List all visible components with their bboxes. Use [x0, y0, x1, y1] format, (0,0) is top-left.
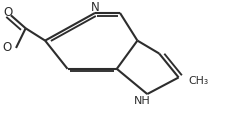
Text: O: O — [2, 41, 11, 54]
Text: O: O — [3, 6, 12, 19]
Text: NH: NH — [134, 96, 151, 106]
Text: CH₃: CH₃ — [188, 75, 208, 86]
Text: N: N — [91, 1, 99, 14]
